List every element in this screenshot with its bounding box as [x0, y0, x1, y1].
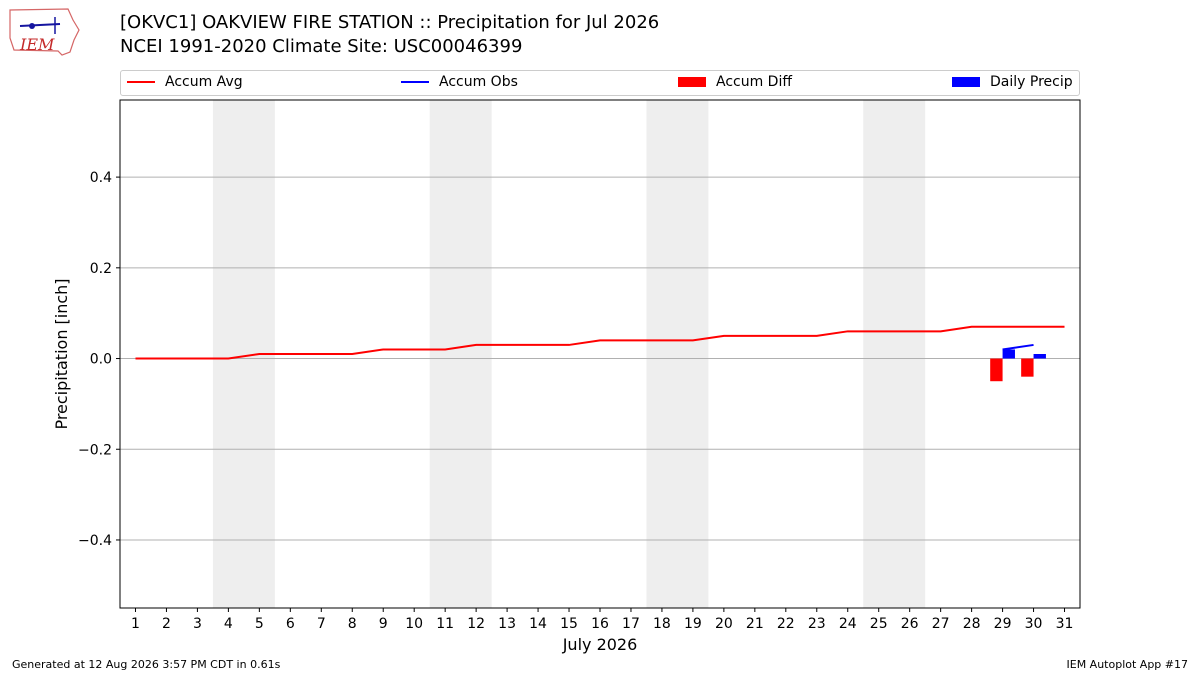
weather-station-icon — [19, 23, 61, 27]
y-tick-label: −0.4 — [78, 533, 112, 549]
x-tick-label: 26 — [901, 616, 919, 632]
x-tick-label: 17 — [622, 616, 640, 632]
chart-title: [OKVC1] OAKVIEW FIRE STATION :: Precipit… — [120, 12, 660, 33]
x-tick-label: 6 — [286, 616, 295, 632]
x-tick-label: 15 — [560, 616, 578, 632]
iowa-outline-icon — [9, 8, 80, 56]
x-tick-label: 31 — [1056, 616, 1074, 632]
legend-item-accum-avg: Accum Avg — [127, 74, 243, 90]
legend-label-accum-avg: Accum Avg — [165, 74, 243, 90]
series-line-accum-avg — [135, 325, 1065, 360]
legend-item-accum-obs: Accum Obs — [401, 74, 518, 90]
footer-generated: Generated at 12 Aug 2026 3:57 PM CDT in … — [12, 658, 281, 671]
x-tick-label: 30 — [1025, 616, 1043, 632]
x-tick-label: 11 — [436, 616, 454, 632]
legend: Accum Avg Accum Obs Accum Diff Daily Pre… — [120, 70, 1080, 96]
footer-app: IEM Autoplot App #17 — [1066, 658, 1189, 671]
bar-daily-precip-30 — [1033, 354, 1046, 359]
logo-text: IEM — [19, 35, 55, 54]
legend-item-daily-precip: Daily Precip — [952, 74, 1073, 90]
x-tick-label: 12 — [467, 616, 485, 632]
x-tick-label: 29 — [994, 616, 1012, 632]
weekend-band-1 — [429, 100, 492, 608]
y-tick-label: 0.0 — [90, 352, 112, 368]
weekend-band-3 — [863, 100, 926, 608]
series-line-accum-obs — [1002, 343, 1034, 351]
y-axis-label: Precipitation [inch] — [52, 278, 71, 429]
x-tick-label: 4 — [224, 616, 233, 632]
y-tick-label: −0.2 — [78, 442, 112, 458]
x-tick-label: 18 — [653, 616, 671, 632]
x-tick-label: 16 — [591, 616, 609, 632]
chart-subtitle: NCEI 1991-2020 Climate Site: USC00046399 — [120, 36, 523, 57]
x-tick-label: 1 — [131, 616, 140, 632]
x-tick-label: 19 — [684, 616, 702, 632]
legend-label-daily-precip: Daily Precip — [990, 74, 1073, 90]
x-axis-label: July 2026 — [562, 635, 638, 654]
x-tick-label: 25 — [870, 616, 888, 632]
legend-swatch-accum-diff — [678, 77, 706, 87]
legend-label-accum-obs: Accum Obs — [439, 74, 518, 90]
x-tick-label: 9 — [379, 616, 388, 632]
x-tick-label: 3 — [193, 616, 202, 632]
y-tick-label: 0.2 — [90, 261, 112, 277]
x-tick-label: 14 — [529, 616, 547, 632]
weekend-band-2 — [646, 100, 709, 608]
bar-accum-diff-29 — [990, 358, 1003, 382]
plot-area: −0.4−0.20.00.20.41 2 3 4 5 6 7 8 9 10 11 12 13 14 15 16… — [52, 99, 1081, 654]
x-tick-label: 10 — [405, 616, 423, 632]
x-tick-label: 24 — [839, 616, 857, 632]
legend-swatch-daily-precip — [952, 77, 980, 87]
weather-station-dot — [29, 23, 35, 29]
iem-logo: IEM — [9, 8, 80, 56]
x-tick-label: 7 — [317, 616, 326, 632]
bar-accum-diff-30 — [1021, 358, 1034, 377]
x-tick-label: 23 — [808, 616, 826, 632]
x-tick-label: 2 — [162, 616, 171, 632]
y-tick-label: 0.4 — [90, 170, 112, 186]
x-tick-label: 28 — [963, 616, 981, 632]
x-tick-label: 8 — [348, 616, 357, 632]
bar-daily-precip-29 — [1002, 349, 1015, 359]
x-tick-label: 13 — [498, 616, 516, 632]
legend-swatch-accum-avg — [127, 81, 155, 83]
x-tick-label: 20 — [715, 616, 733, 632]
x-tick-label: 22 — [777, 616, 795, 632]
x-tick-label: 5 — [255, 616, 264, 632]
legend-item-accum-diff: Accum Diff — [678, 74, 792, 90]
legend-swatch-accum-obs — [401, 81, 429, 83]
x-tick-label: 21 — [746, 616, 764, 632]
legend-label-accum-diff: Accum Diff — [716, 74, 793, 90]
x-tick-label: 27 — [932, 616, 950, 632]
